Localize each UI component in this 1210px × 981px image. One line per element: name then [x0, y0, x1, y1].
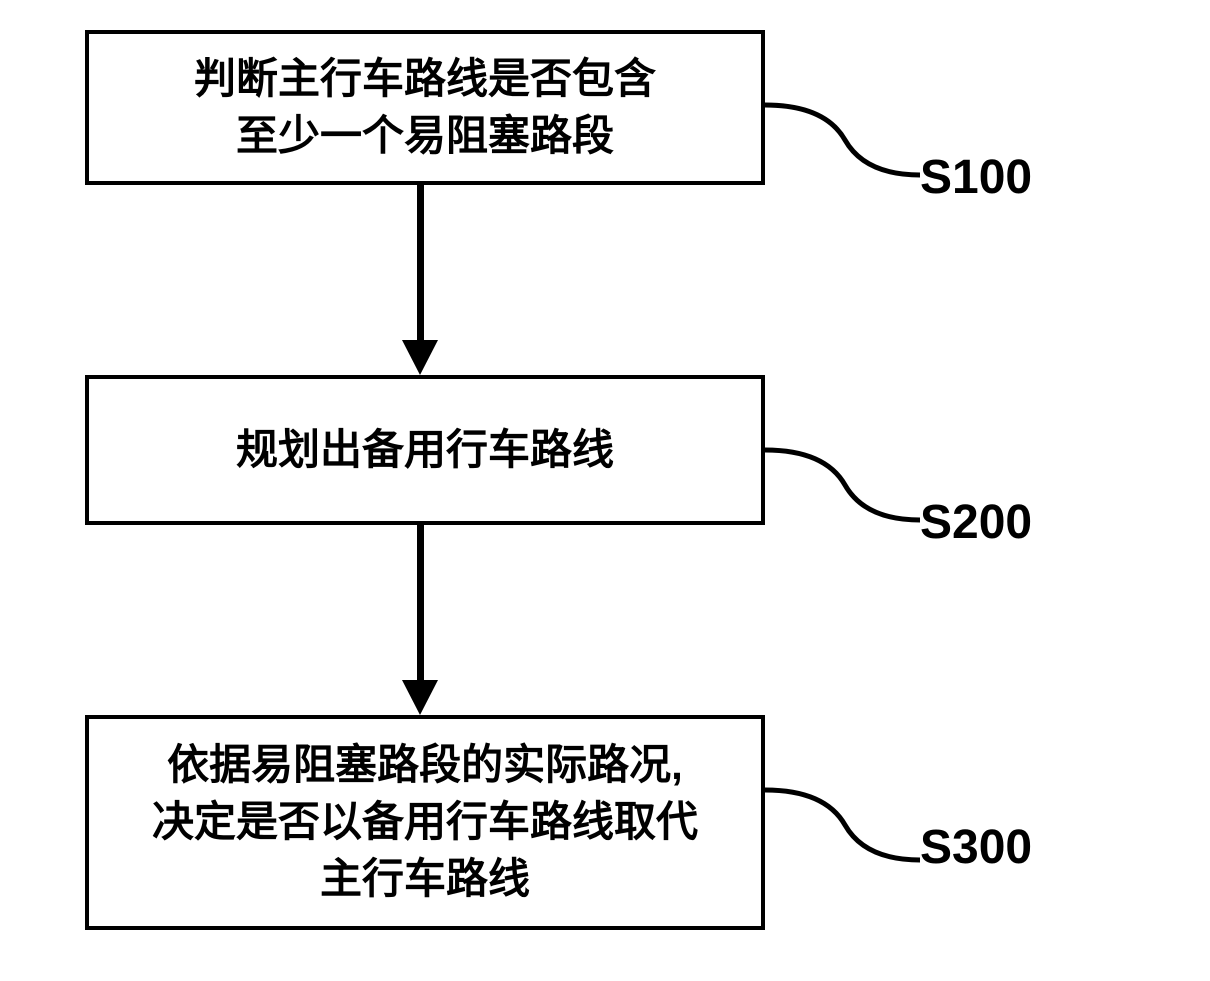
flow-step-1-text: 判断主行车路线是否包含 至少一个易阻塞路段 — [194, 51, 656, 164]
connector-curve-2 — [765, 445, 925, 535]
arrow-2-head — [402, 680, 438, 715]
flow-step-3-line3: 主行车路线 — [320, 855, 530, 902]
step-label-s100: S100 — [920, 150, 1032, 205]
flow-step-2-text: 规划出备用行车路线 — [236, 422, 614, 479]
connector-curve-3 — [765, 785, 925, 875]
flowchart-container: 判断主行车路线是否包含 至少一个易阻塞路段 S100 规划出备用行车路线 S20… — [0, 0, 1210, 981]
flow-step-3-line1: 依据易阻塞路段的实际路况, — [167, 741, 683, 788]
arrow-1-head — [402, 340, 438, 375]
flow-step-1-line1: 判断主行车路线是否包含 — [194, 55, 656, 102]
step-label-s300: S300 — [920, 820, 1032, 875]
flow-step-2: 规划出备用行车路线 — [85, 375, 765, 525]
step-label-s200: S200 — [920, 495, 1032, 550]
flow-step-2-line1: 规划出备用行车路线 — [236, 426, 614, 473]
flow-step-1-line2: 至少一个易阻塞路段 — [236, 112, 614, 159]
flow-step-3-text: 依据易阻塞路段的实际路况, 决定是否以备用行车路线取代 主行车路线 — [152, 737, 698, 907]
flow-step-1: 判断主行车路线是否包含 至少一个易阻塞路段 — [85, 30, 765, 185]
connector-curve-1 — [765, 100, 925, 190]
flow-step-3-line2: 决定是否以备用行车路线取代 — [152, 798, 698, 845]
arrow-1-line — [417, 185, 424, 345]
flow-step-3: 依据易阻塞路段的实际路况, 决定是否以备用行车路线取代 主行车路线 — [85, 715, 765, 930]
arrow-2-line — [417, 525, 424, 685]
